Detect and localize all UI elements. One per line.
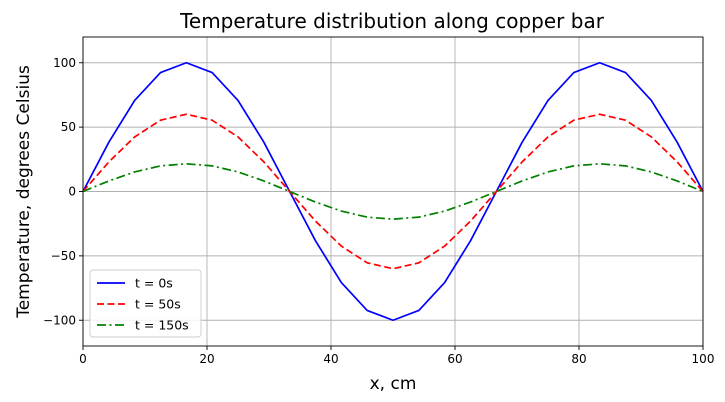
chart-title: Temperature distribution along copper ba… [179, 9, 605, 33]
legend-entries: t = 0s t = 50s t = 150s [97, 276, 189, 333]
tick-layer: 0 20 40 60 80 100 −100 −50 0 50 100 [43, 56, 714, 366]
y-tick-label: 50 [61, 120, 76, 134]
legend-label: t = 150s [135, 318, 189, 333]
y-tick-label: 100 [53, 56, 76, 70]
x-tick-label: 0 [79, 352, 87, 366]
x-tick-label: 80 [571, 352, 586, 366]
legend-label: t = 0s [135, 276, 173, 291]
x-tick-label: 20 [199, 352, 214, 366]
y-tick-label: 0 [68, 185, 76, 199]
legend: t = 0s t = 50s t = 150s [89, 269, 202, 338]
legend-label: t = 50s [135, 297, 181, 312]
x-axis-label: x, cm [370, 374, 417, 394]
x-tick-label: 100 [692, 352, 715, 366]
series-line [82, 113, 704, 270]
y-tick-label: −50 [51, 249, 76, 263]
y-tick-label: −100 [43, 313, 76, 327]
y-axis-label: Temperature, degrees Celsius [14, 65, 34, 319]
legend-box [89, 269, 202, 338]
series-layer [82, 61, 704, 322]
series-line [82, 61, 704, 322]
x-tick-label: 40 [323, 352, 338, 366]
x-tick-label: 60 [447, 352, 462, 366]
